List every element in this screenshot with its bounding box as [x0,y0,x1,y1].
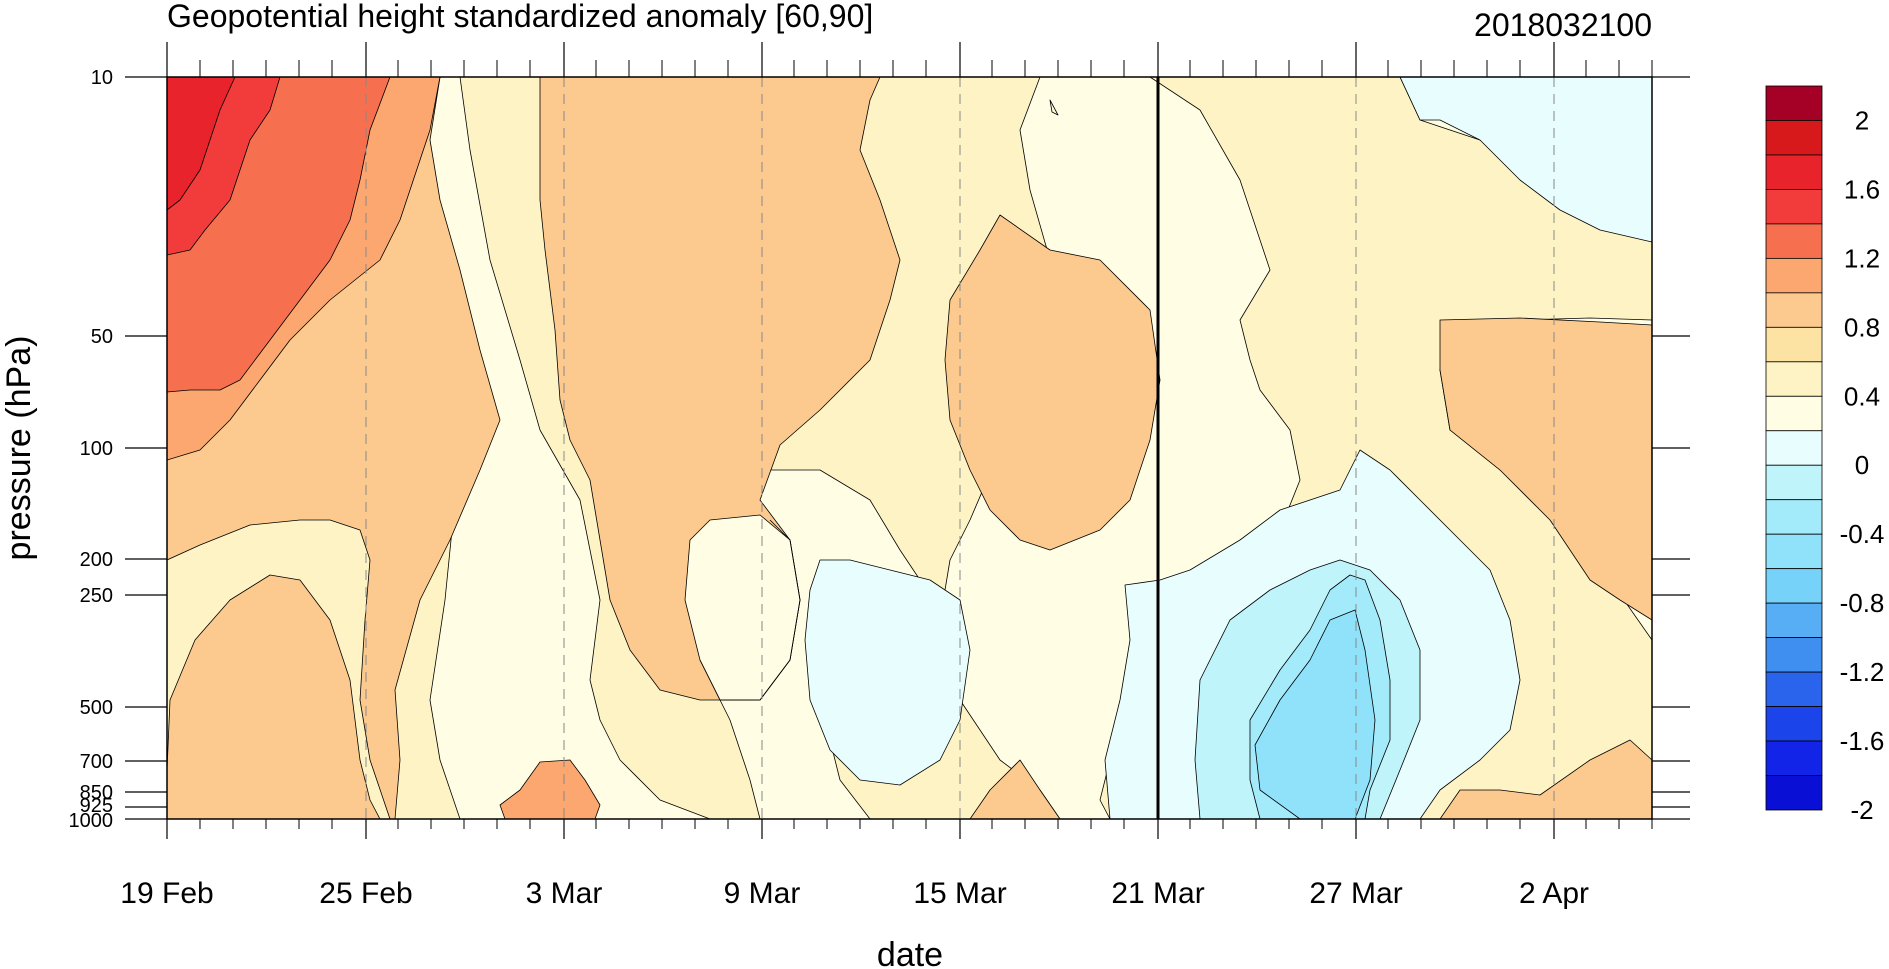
chart-title: Geopotential height standardized anomaly… [167,0,873,34]
chart-timestamp: 2018032100 [1474,7,1652,43]
y-tick-label: 700 [80,751,113,773]
contour-neg-upper-right [1399,77,1652,243]
colorbar-swatch [1765,120,1823,156]
colorbar-swatch [1765,326,1823,363]
x-tick-labels: 19 Feb 25 Feb 3 Mar 9 Mar 15 Mar 21 Mar … [120,877,1589,910]
x-tick-label: 9 Mar [724,877,801,910]
colorbar-label: 1.2 [1844,243,1880,273]
colorbar-labels: 2 1.6 1.2 0.8 0.4 0 -0.4 -0.8 -1.2 -1.6 -2 [1840,105,1885,825]
colorbar-label: 0.4 [1844,381,1880,411]
colorbar-swatch [1765,464,1823,501]
x-tick-label: 15 Mar [913,877,1006,910]
colorbar-label: -2 [1850,795,1873,825]
y-axis-ticks [125,76,1690,820]
colorbar-swatch [1765,223,1823,259]
colorbar-swatch [1765,740,1823,776]
colorbar-swatch [1765,671,1823,707]
contour-line-b [1049,99,1059,116]
y-axis-title: pressure (hPa) [0,336,38,561]
colorbar-label: -1.6 [1840,726,1885,756]
x-axis-title: date [877,936,943,969]
colorbar-swatch [1765,568,1823,604]
y-tick-label: 250 [80,585,113,607]
contour-1.6 [167,77,236,211]
contour-plot [167,77,1652,819]
colorbar-label: -0.8 [1840,588,1885,618]
date-gridlines [365,77,1555,819]
contour-neg-11mar [804,559,971,786]
colorbar-swatch [1765,361,1823,397]
y-tick-label: 10 [91,67,113,89]
colorbar-label: 0 [1855,450,1869,480]
x-tick-label: 21 Mar [1111,877,1204,910]
y-tick-label: 200 [80,549,113,571]
colorbar-swatch [1765,257,1823,294]
colorbar-swatch [1765,154,1823,190]
y-tick-label: 50 [91,326,113,348]
colorbar-label: 2 [1855,105,1869,135]
x-tick-label: 27 Mar [1309,877,1402,910]
colorbar-swatch [1765,189,1823,225]
contour-neg-0.6 [1254,609,1376,819]
colorbar-swatch [1765,637,1823,673]
colorbar-swatch [1765,395,1823,432]
y-tick-label: 850 [80,782,113,804]
x-tick-label: 2 Apr [1519,877,1589,910]
x-axis-ticks [166,42,1555,839]
x-tick-label: 3 Mar [526,877,603,910]
x-tick-label: 19 Feb [120,877,213,910]
colorbar-swatch [1765,602,1823,639]
y-tick-label: 500 [80,697,113,719]
colorbar-label: -0.4 [1840,519,1885,549]
colorbar-swatch [1765,85,1823,121]
colorbar-label: 0.8 [1844,312,1880,342]
colorbar-label: 1.6 [1844,174,1880,204]
y-tick-label: 1000 [69,810,114,832]
x-axis-minor-ticks [199,60,1653,829]
contour-line-a [699,519,801,701]
colorbar-swatch [1765,533,1823,570]
colorbar-swatch [1765,775,1823,811]
y-tick-labels: 10 50 100 200 250 500 700 850 925 1000 [69,67,114,832]
x-tick-label: 25 Feb [319,877,412,910]
colorbar-swatch [1765,499,1823,535]
y-tick-label: 100 [80,438,113,460]
colorbar-swatch [1765,292,1823,328]
y-tick-label: 925 [80,795,113,817]
colorbar-swatch [1765,430,1823,466]
colorbar-swatch [1765,706,1823,742]
colorbar-label: -1.2 [1840,657,1885,687]
colorbar [1765,85,1823,811]
